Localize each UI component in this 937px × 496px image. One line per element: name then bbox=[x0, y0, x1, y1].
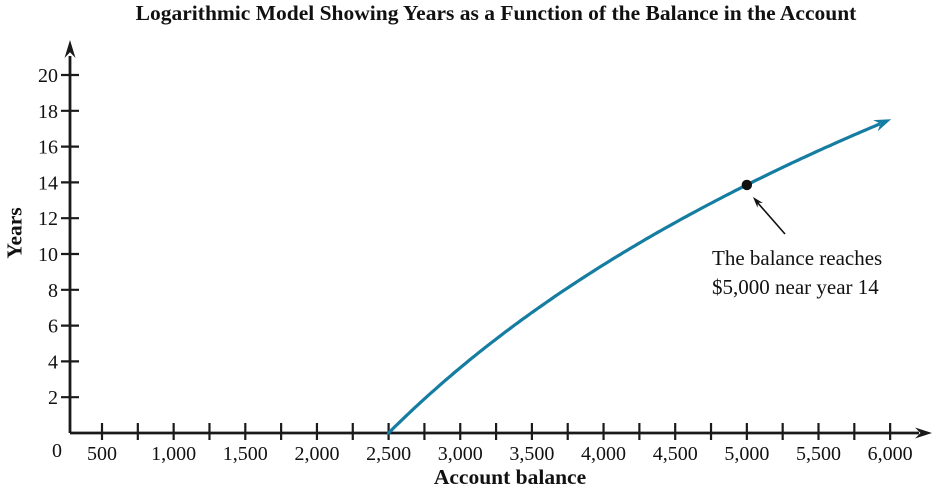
x-tick-label: 4,500 bbox=[653, 443, 698, 465]
chart-title: Logarithmic Model Showing Years as a Fun… bbox=[135, 1, 857, 25]
annotation-callout: The balance reaches $5,000 near year 14 bbox=[712, 244, 882, 302]
x-tick-label: 6,000 bbox=[868, 443, 913, 465]
x-axis-title: Account balance bbox=[433, 465, 587, 489]
curve-line bbox=[387, 122, 881, 435]
y-tick-label: 12 bbox=[38, 208, 58, 230]
x-tick-label: 5,500 bbox=[796, 443, 841, 465]
y-tick-label: 6 bbox=[48, 316, 58, 338]
y-tick-label: 14 bbox=[38, 172, 58, 194]
y-tick-label: 2 bbox=[48, 387, 58, 409]
x-tick-label: 2,000 bbox=[294, 443, 339, 465]
callout-arrowhead bbox=[753, 197, 763, 208]
y-tick-label: 4 bbox=[48, 351, 58, 373]
callout-arrow-line bbox=[756, 201, 786, 235]
x-tick-label: 5,000 bbox=[724, 443, 769, 465]
x-tick-label: 500 bbox=[87, 443, 117, 465]
y-tick-label: 20 bbox=[38, 65, 58, 87]
x-tick-label: 3,000 bbox=[438, 443, 483, 465]
y-axis-arrowhead bbox=[64, 40, 76, 58]
y-tick-label: 8 bbox=[48, 280, 58, 302]
y-tick-label: 16 bbox=[38, 137, 58, 159]
x-tick-label: 1,500 bbox=[223, 443, 268, 465]
y-axis-title: Years bbox=[2, 207, 27, 259]
annotation-line-1: The balance reaches bbox=[712, 246, 883, 270]
curve-arrowhead bbox=[873, 119, 892, 132]
x-tick-label: 1,000 bbox=[151, 443, 196, 465]
y-tick-label: 18 bbox=[38, 101, 58, 123]
annotation-line-2: $5,000 near year 14 bbox=[712, 275, 879, 299]
data-point-dot bbox=[741, 179, 753, 191]
x-tick-label: 3,500 bbox=[509, 443, 554, 465]
y-tick-label: 10 bbox=[38, 244, 58, 266]
x-tick-label: 2,500 bbox=[366, 443, 411, 465]
x-tick-label: 4,000 bbox=[581, 443, 626, 465]
origin-label: 0 bbox=[52, 440, 62, 462]
x-axis-arrowhead bbox=[915, 427, 932, 439]
